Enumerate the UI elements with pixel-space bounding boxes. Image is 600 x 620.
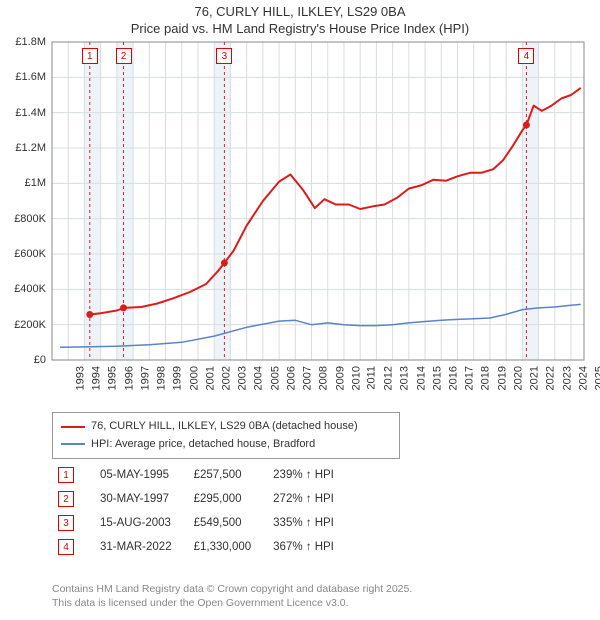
y-tick-label: £1.6M [2, 71, 46, 83]
y-tick-label: £1.8M [2, 36, 46, 48]
x-tick-label: 1997 [139, 366, 151, 390]
footer-line-2: This data is licensed under the Open Gov… [52, 596, 412, 610]
x-tick-label: 2024 [577, 366, 589, 390]
x-tick-label: 2008 [318, 366, 330, 390]
y-tick-label: £1.2M [2, 142, 46, 154]
x-tick-label: 2003 [237, 366, 249, 390]
sale-marker-2: 2 [116, 48, 132, 64]
x-tick-label: 2000 [188, 366, 200, 390]
table-row: 1 05-MAY-1995£257,500239% ↑ HPI [48, 464, 344, 486]
table-row: 4 31-MAR-2022£1,330,000367% ↑ HPI [48, 536, 344, 558]
x-tick-label: 2023 [561, 366, 573, 390]
x-tick-label: 2021 [529, 366, 541, 390]
x-tick-label: 2015 [431, 366, 443, 390]
sale-marker-1: 1 [82, 48, 98, 64]
x-tick-label: 2018 [480, 366, 492, 390]
table-row: 3 15-AUG-2003£549,500335% ↑ HPI [48, 512, 344, 534]
x-tick-label: 2010 [350, 366, 362, 390]
x-tick-label: 2019 [496, 366, 508, 390]
sales-table: 1 05-MAY-1995£257,500239% ↑ HPI 2 30-MAY-19… [46, 462, 346, 560]
sale-pct: 335% ↑ HPI [263, 512, 344, 534]
sale-price: £1,330,000 [184, 536, 262, 558]
sale-marker-icon: 4 [58, 539, 74, 555]
sale-marker-icon: 1 [58, 467, 74, 483]
x-tick-label: 2009 [334, 366, 346, 390]
x-tick-label: 2025 [594, 366, 600, 390]
legend: 76, CURLY HILL, ILKLEY, LS29 0BA (detach… [52, 412, 400, 459]
x-tick-label: 1995 [107, 366, 119, 390]
sale-marker-icon: 2 [58, 491, 74, 507]
legend-swatch [61, 443, 85, 445]
x-tick-label: 1993 [74, 366, 86, 390]
sale-marker-icon: 3 [58, 515, 74, 531]
y-tick-label: £1.4M [2, 107, 46, 119]
legend-label: HPI: Average price, detached house, Brad… [91, 436, 315, 454]
x-tick-label: 2016 [448, 366, 460, 390]
x-tick-label: 2017 [464, 366, 476, 390]
sale-date: 30-MAY-1997 [90, 488, 182, 510]
x-tick-label: 2006 [285, 366, 297, 390]
sale-price: £549,500 [184, 512, 262, 534]
y-tick-label: £0 [2, 354, 46, 366]
sale-marker-4: 4 [518, 48, 534, 64]
x-tick-label: 2022 [545, 366, 557, 390]
x-tick-label: 2011 [366, 366, 378, 390]
legend-swatch [61, 426, 85, 428]
y-tick-label: £1M [2, 177, 46, 189]
legend-item: HPI: Average price, detached house, Brad… [61, 436, 391, 454]
x-tick-label: 1994 [91, 366, 103, 390]
x-tick-label: 2020 [512, 366, 524, 390]
x-tick-label: 2014 [415, 366, 427, 390]
x-tick-label: 2002 [220, 366, 232, 390]
x-tick-label: 2007 [302, 366, 314, 390]
sale-date: 15-AUG-2003 [90, 512, 182, 534]
x-tick-label: 2001 [204, 366, 216, 390]
sale-pct: 367% ↑ HPI [263, 536, 344, 558]
y-tick-label: £400K [2, 283, 46, 295]
y-tick-label: £600K [2, 248, 46, 260]
x-tick-label: 2013 [399, 366, 411, 390]
x-tick-label: 1998 [156, 366, 168, 390]
x-tick-label: 2005 [269, 366, 281, 390]
sale-date: 31-MAR-2022 [90, 536, 182, 558]
sale-date: 05-MAY-1995 [90, 464, 182, 486]
sale-price: £257,500 [184, 464, 262, 486]
sale-price: £295,000 [184, 488, 262, 510]
x-tick-label: 2012 [383, 366, 395, 390]
footer-line-1: Contains HM Land Registry data © Crown c… [52, 582, 412, 596]
sale-marker-3: 3 [216, 48, 232, 64]
x-tick-label: 1996 [123, 366, 135, 390]
sale-pct: 272% ↑ HPI [263, 488, 344, 510]
x-tick-label: 2004 [253, 366, 265, 390]
legend-item: 76, CURLY HILL, ILKLEY, LS29 0BA (detach… [61, 418, 391, 436]
footer-attribution: Contains HM Land Registry data © Crown c… [52, 582, 412, 610]
table-row: 2 30-MAY-1997£295,000272% ↑ HPI [48, 488, 344, 510]
x-tick-label: 1999 [172, 366, 184, 390]
legend-label: 76, CURLY HILL, ILKLEY, LS29 0BA (detach… [91, 418, 358, 436]
sale-pct: 239% ↑ HPI [263, 464, 344, 486]
y-tick-label: £200K [2, 319, 46, 331]
y-tick-label: £800K [2, 213, 46, 225]
